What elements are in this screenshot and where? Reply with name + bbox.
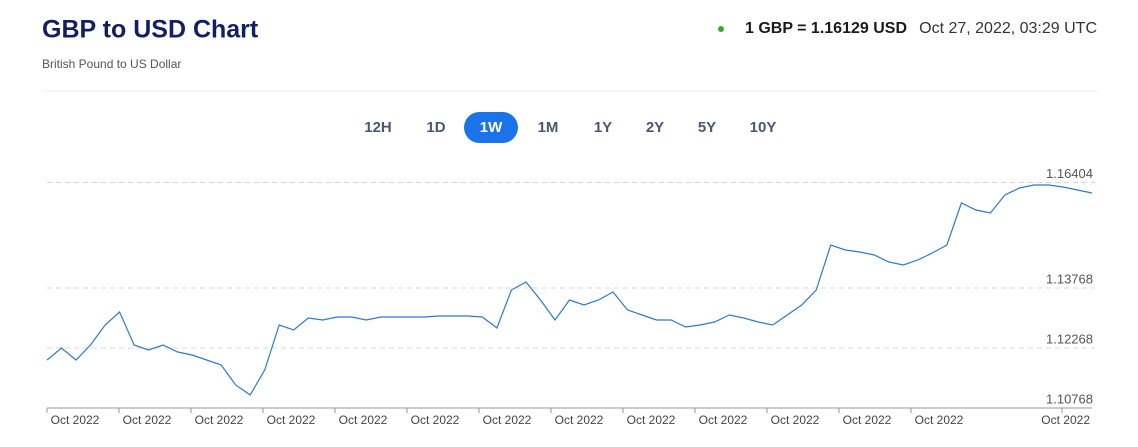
- y-tick-label: 1.12268: [1046, 331, 1093, 346]
- x-tick-label: Oct 2022: [339, 413, 388, 427]
- y-tick-label: 1.13768: [1046, 271, 1093, 286]
- x-tick-label: Oct 2022: [123, 413, 172, 427]
- subtitle: British Pound to US Dollar: [42, 57, 181, 71]
- x-tick-label: Oct 2022: [555, 413, 604, 427]
- range-button[interactable]: 1D: [426, 119, 445, 136]
- page-title: GBP to USD Chart: [42, 16, 259, 44]
- active-button[interactable]: [464, 112, 518, 143]
- x-tick-label: Oct 2022: [771, 413, 820, 427]
- y-tick-label: 1.16404: [1046, 166, 1093, 181]
- range-button[interactable]: 12H: [364, 119, 392, 136]
- range-button[interactable]: 1W: [480, 119, 503, 136]
- range-button[interactable]: 1Y: [594, 119, 612, 136]
- timestamp: Oct 27, 2022, 03:29 UTC: [919, 20, 1097, 37]
- live-dot: [718, 26, 724, 32]
- x-tick-label: Oct 2022: [267, 413, 316, 427]
- x-tick-label: Oct 2022: [699, 413, 748, 427]
- rate: 1 GBP = 1.16129 USD: [745, 20, 907, 37]
- y-tick-label: 1.10768: [1046, 391, 1093, 406]
- x-tick-label: Oct 2022: [411, 413, 460, 427]
- x-tick-label: Oct 2022: [627, 413, 676, 427]
- range-button[interactable]: 10Y: [750, 119, 777, 136]
- x-tick-label: Oct 2022: [195, 413, 244, 427]
- range-button[interactable]: 2Y: [646, 119, 664, 136]
- x-tick-label: Oct 2022: [51, 413, 100, 427]
- x-tick-label: Oct 2022: [1041, 413, 1090, 427]
- rate-line: [46, 184, 1093, 396]
- range-button[interactable]: 1M: [538, 119, 559, 136]
- range-button[interactable]: 5Y: [698, 119, 716, 136]
- x-tick-label: Oct 2022: [915, 413, 964, 427]
- x-tick-label: Oct 2022: [483, 413, 532, 427]
- x-tick-label: Oct 2022: [843, 413, 892, 427]
